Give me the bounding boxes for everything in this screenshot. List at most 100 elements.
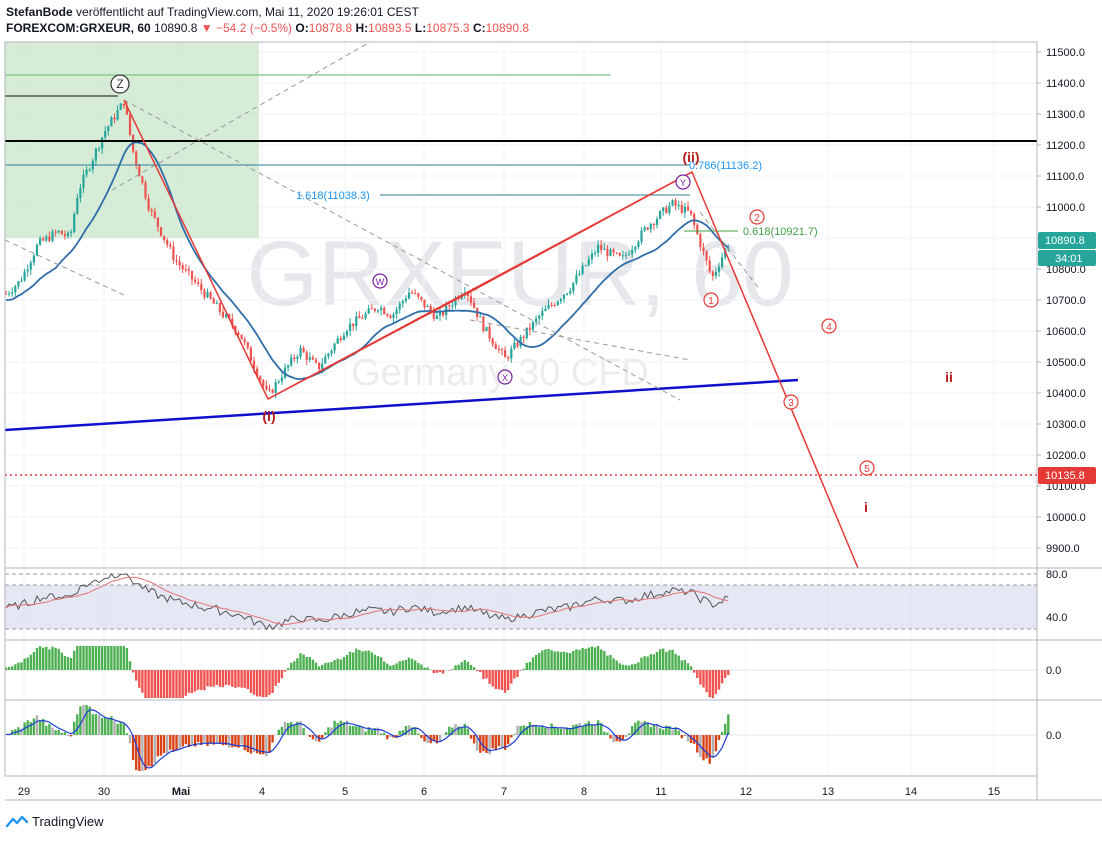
x-tick-label: 6	[421, 786, 427, 798]
macd-bar	[578, 723, 581, 735]
candle-body	[535, 318, 538, 322]
x-tick-label: 29	[18, 786, 30, 798]
candle-body	[662, 207, 665, 212]
candle-body	[479, 316, 482, 318]
ao-bar	[677, 655, 680, 670]
ao-bar	[606, 655, 609, 670]
candle-body	[125, 105, 128, 115]
candle-body	[218, 303, 221, 312]
candle-body	[175, 260, 178, 262]
ao-bar	[578, 649, 581, 670]
ao-bar	[246, 670, 249, 690]
elliott-wave-line	[123, 99, 859, 568]
macd-bar	[20, 728, 23, 735]
candle-body	[290, 357, 293, 366]
candle-body	[426, 306, 429, 308]
candle-body	[181, 265, 184, 270]
ao-bar	[410, 658, 414, 670]
candle-body	[423, 299, 426, 308]
macd-bar	[169, 735, 172, 750]
ao-bar	[438, 670, 442, 673]
ao-bar	[17, 662, 20, 670]
candle-body	[352, 323, 355, 327]
candle-body	[392, 314, 395, 319]
ao-bar	[327, 662, 330, 670]
ao-bar	[153, 670, 156, 698]
macd-bar	[417, 733, 420, 735]
macd-bar	[637, 720, 640, 735]
candle-body	[336, 338, 339, 344]
macd-bar	[314, 735, 318, 742]
ao-bar	[426, 667, 429, 670]
candle-body	[327, 353, 330, 357]
candle-body	[299, 347, 302, 357]
candle-body	[172, 246, 175, 261]
ao-bar	[460, 662, 463, 670]
macd-bar	[559, 728, 563, 735]
channel-line-1	[267, 291, 471, 400]
macd-bar	[503, 735, 507, 750]
ao-bar	[45, 646, 48, 670]
candle-body	[386, 314, 389, 316]
ao-bar	[603, 650, 606, 670]
candle-body	[274, 382, 277, 393]
candle-body	[163, 235, 166, 240]
candle-body	[358, 316, 361, 319]
x-tick-label: 12	[740, 786, 752, 798]
macd-bar	[671, 729, 674, 735]
wave-label-3-circle	[783, 394, 799, 410]
price-axis[interactable]: 11500.0 11400.0 11300.0 11200.0 11100.0 11000…	[1037, 47, 1086, 742]
candle-body	[29, 262, 32, 270]
ao-bar	[516, 670, 519, 678]
macd-bar	[500, 735, 504, 748]
ao-bar	[646, 656, 649, 670]
macd-bar	[330, 727, 333, 735]
macd-bar	[94, 714, 98, 735]
candle-body	[104, 131, 107, 138]
macd-bar	[141, 735, 144, 771]
macd-bar	[271, 735, 274, 743]
candle-body	[721, 257, 724, 267]
ao-bar	[513, 670, 516, 679]
ao-bar	[547, 649, 550, 670]
ao-bar	[286, 668, 290, 670]
macd-bar	[249, 735, 253, 754]
ao-bar	[290, 662, 293, 670]
candle-body	[640, 230, 643, 242]
candle-body	[525, 327, 528, 339]
time-axis[interactable]: 29 30 Mai 4 5 6 7 8 11 12 13 14 15	[18, 786, 1000, 798]
candle-body	[420, 296, 423, 300]
candle-body	[522, 336, 525, 339]
macd-bar	[345, 720, 349, 735]
ao-bar	[32, 652, 36, 670]
ao-bar	[38, 646, 42, 670]
y-tick-label: 10700.0	[1046, 295, 1086, 307]
wave-label-x: X	[502, 373, 508, 383]
macd-bar	[686, 735, 690, 742]
macd-bar	[696, 735, 699, 753]
candle-body	[293, 357, 296, 359]
publish-info: StefanBode veröffentlicht auf TradingVie…	[6, 4, 906, 20]
macd-bar	[88, 706, 91, 735]
blue-trendline	[5, 378, 799, 432]
wave-label-z: Z	[116, 77, 123, 91]
ao-bar	[209, 670, 212, 687]
wave-label-w: W	[376, 277, 385, 287]
macd-bar	[48, 723, 51, 735]
macd-bar	[29, 722, 32, 735]
author-name[interactable]: StefanBode	[6, 5, 73, 19]
symbol-name[interactable]: FOREXCOM:GRXEUR, 60	[6, 21, 151, 35]
candle-body	[606, 248, 609, 256]
ao-bar	[612, 658, 615, 670]
macd-bar	[125, 733, 129, 735]
macd-bar	[414, 727, 417, 735]
y-tick-label: 9900.0	[1046, 543, 1080, 555]
macd-bar	[448, 726, 451, 735]
candle-body	[624, 254, 628, 256]
footer-brand[interactable]: TradingView	[6, 814, 104, 829]
macd-bar	[720, 732, 724, 735]
candle-body	[429, 306, 432, 312]
ao-bar	[57, 648, 60, 670]
candle-body	[63, 234, 66, 237]
